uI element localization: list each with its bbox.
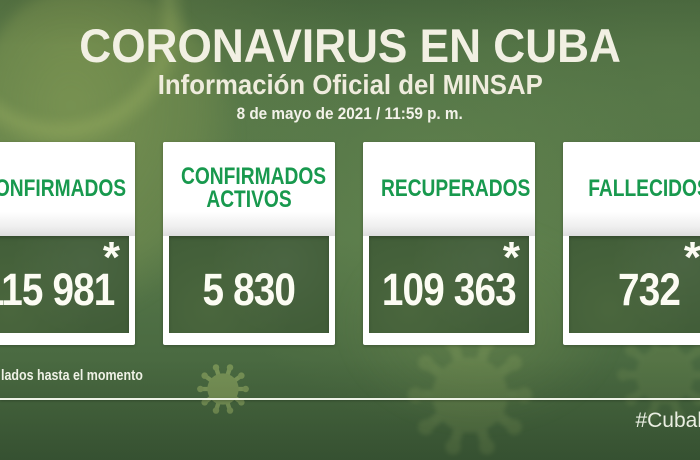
- asterisk-marker: *: [502, 233, 520, 282]
- footnote-accumulated: lados hasta el momento: [1, 367, 143, 384]
- stat-card-fallecidos: FALLECIDOS * 732: [563, 142, 700, 345]
- card-value: 115 981: [0, 264, 116, 315]
- card-header: RECUPERADOS: [363, 142, 535, 236]
- card-header: FALLECIDOS: [563, 142, 700, 236]
- card-value-panel: * 115 981: [0, 236, 129, 333]
- card-value-panel: 5 830: [169, 236, 329, 333]
- card-value-panel: * 732: [569, 236, 700, 333]
- card-label: FALLECIDOS: [588, 174, 700, 202]
- stat-card-confirmados: CONFIRMADOS * 115 981: [0, 142, 135, 345]
- card-label: CONFIRMADOS: [0, 174, 127, 202]
- stat-card-recuperados: RECUPERADOS * 109 363: [363, 142, 535, 345]
- page-title: CORONAVIRUS EN CUBA: [79, 19, 621, 72]
- card-header: CONFIRMADOS ACTIVOS: [163, 142, 335, 236]
- card-label: CONFIRMADOS ACTIVOS: [181, 163, 327, 213]
- stat-card-confirmados-activos: CONFIRMADOS ACTIVOS 5 830: [163, 142, 335, 345]
- divider-line: [0, 398, 700, 400]
- report-date: 8 de mayo de 2021 / 11:59 p. m.: [236, 104, 464, 123]
- virus-icon: [407, 335, 533, 455]
- card-value: 5 830: [202, 264, 296, 315]
- card-value: 732: [617, 264, 681, 315]
- hashtag-label: #Cubal: [635, 409, 700, 432]
- asterisk-marker: *: [102, 233, 120, 282]
- asterisk-marker: *: [683, 233, 700, 282]
- card-header: CONFIRMADOS: [0, 142, 135, 236]
- virus-icon: [197, 364, 249, 414]
- card-label: RECUPERADOS: [381, 174, 531, 202]
- page-subtitle: Información Oficial del MINSAP: [157, 69, 543, 100]
- card-value-panel: * 109 363: [369, 236, 529, 333]
- card-value: 109 363: [382, 264, 517, 315]
